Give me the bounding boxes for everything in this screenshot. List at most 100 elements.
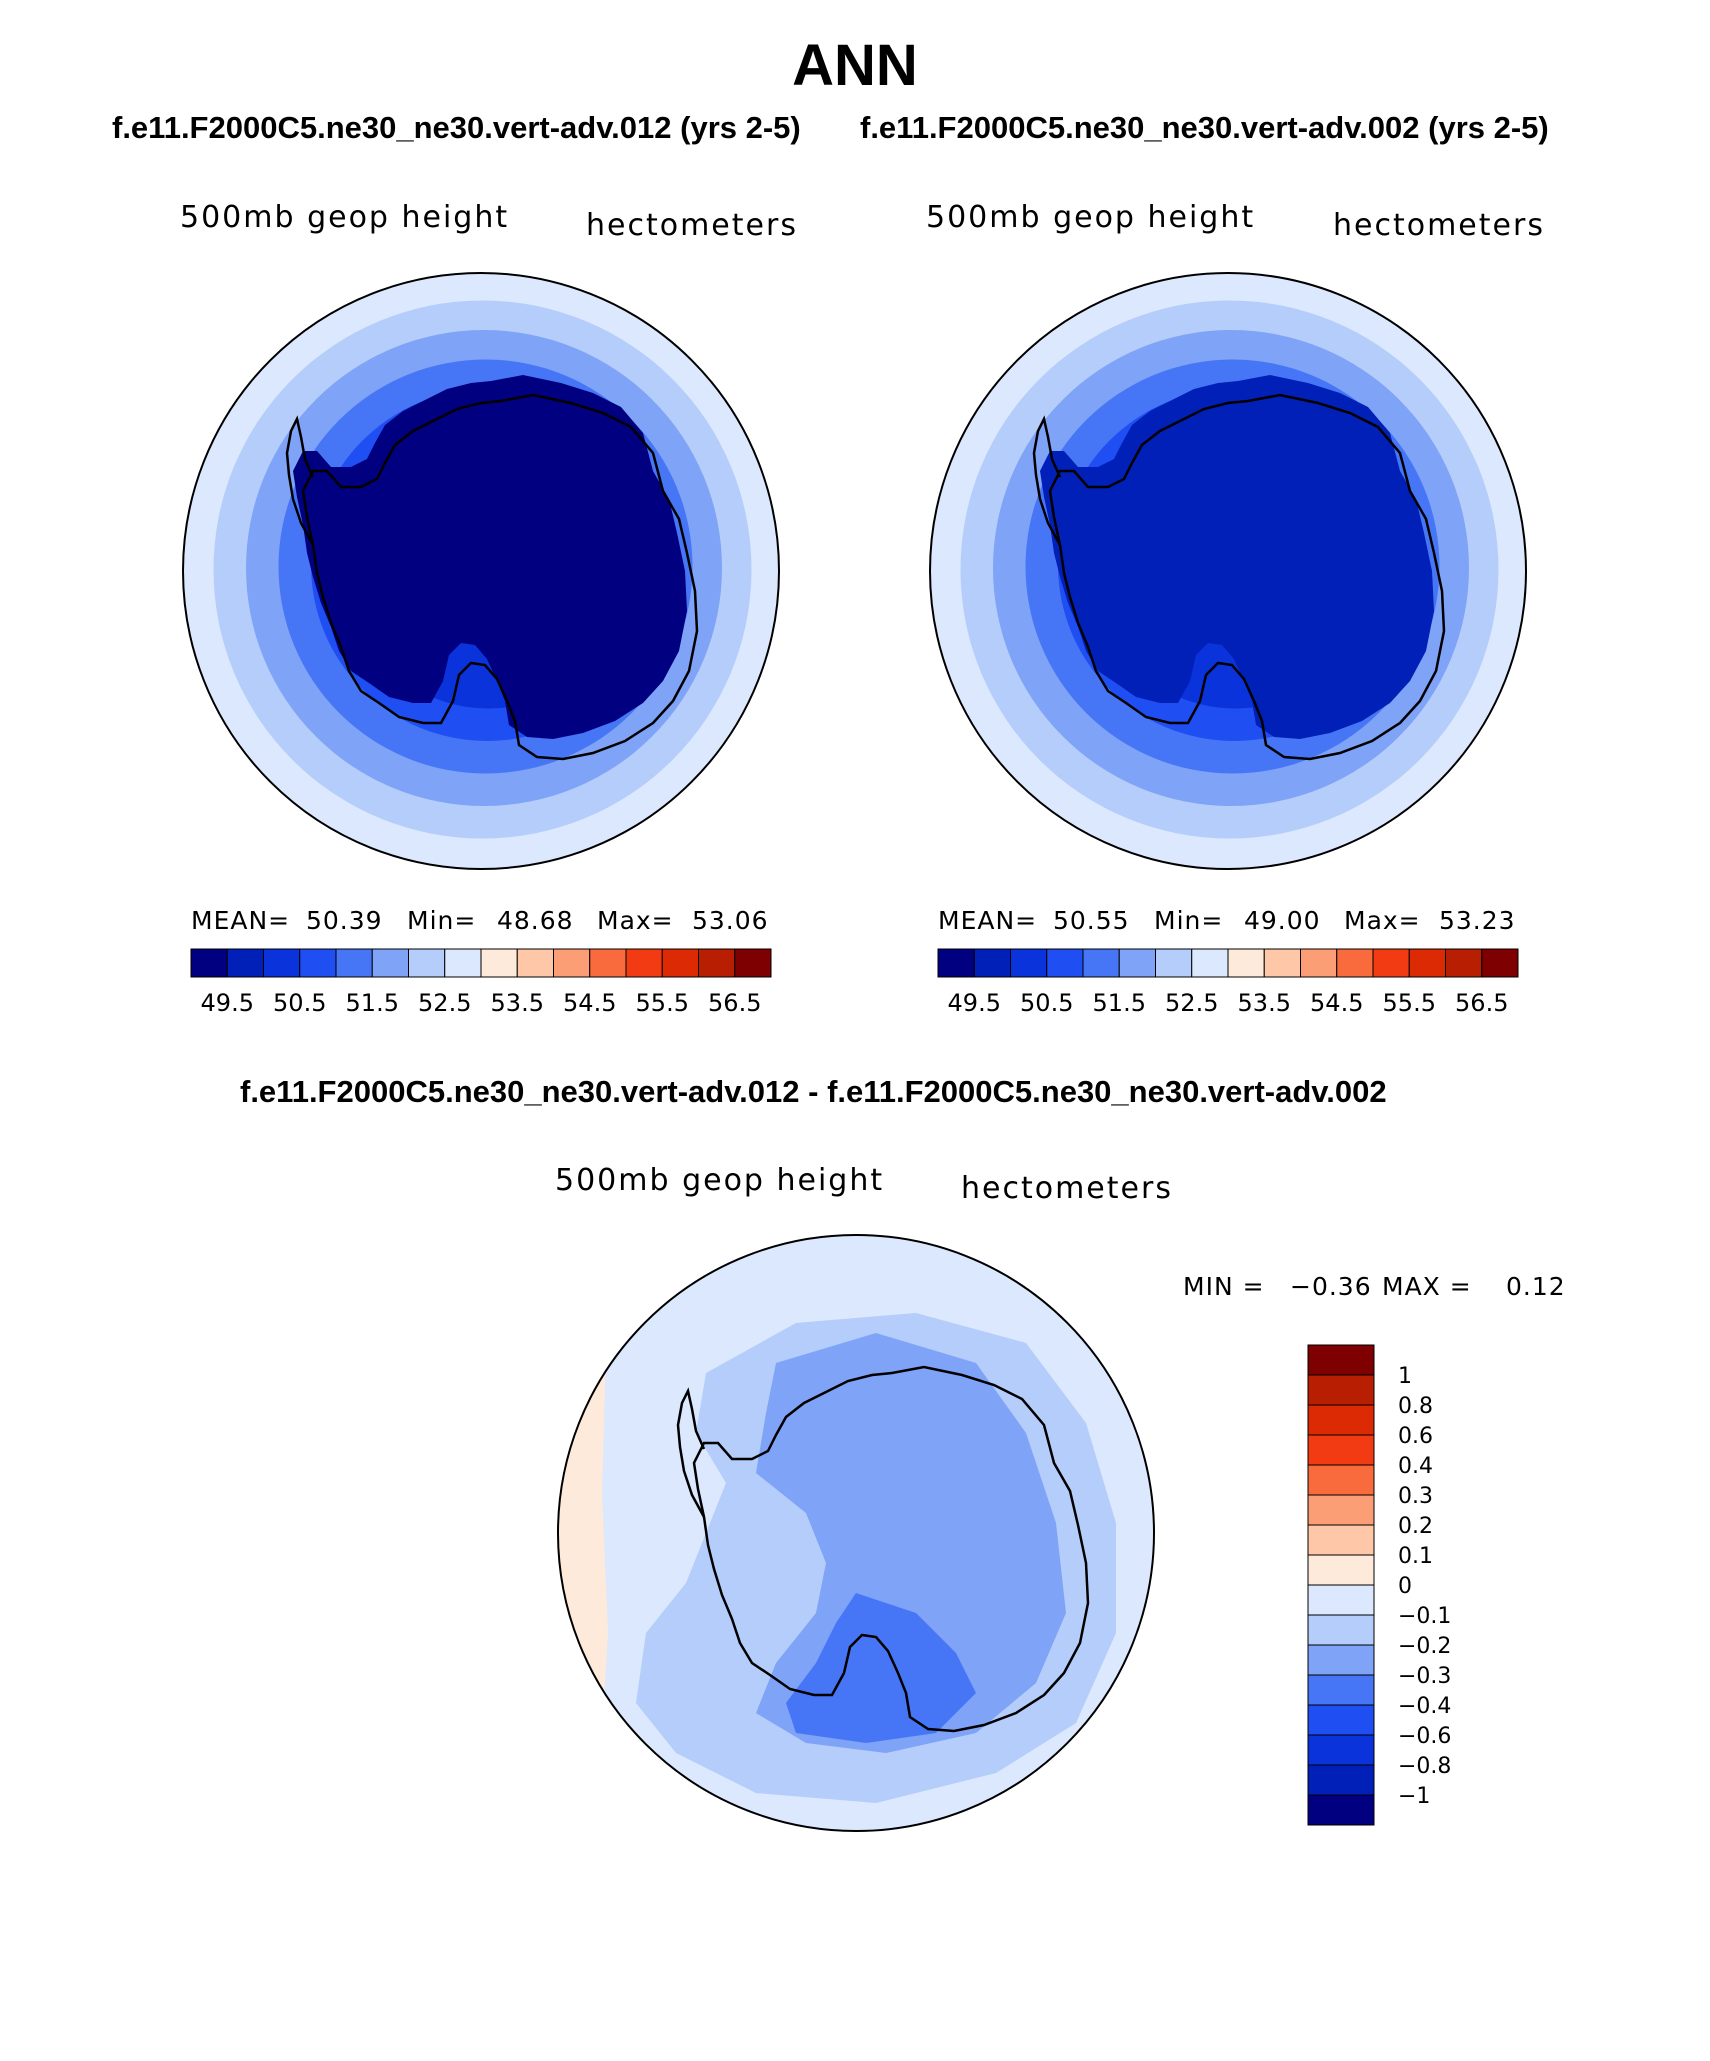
colorbar-swatch — [734, 948, 772, 978]
diff-min-label: MIN = — [1183, 1272, 1265, 1301]
colorbar-swatch — [1191, 948, 1229, 978]
panel1-max-label: Max= — [597, 906, 674, 935]
diff-colorbar-swatch — [1307, 1584, 1375, 1616]
colorbar-tick-label: 56.5 — [708, 989, 761, 1017]
colorbar-swatch — [1336, 948, 1374, 978]
map-fill-group — [183, 273, 779, 869]
diff-colorbar-swatch — [1307, 1434, 1375, 1466]
diff-colorbar-tick-label: −0.1 — [1398, 1604, 1451, 1629]
interior-low-region — [293, 375, 687, 739]
colorbar-swatch — [1263, 948, 1301, 978]
colorbar-swatch — [226, 948, 264, 978]
colorbar-swatch — [589, 948, 627, 978]
colorbar-swatch — [299, 948, 337, 978]
colorbar-tick-label: 53.5 — [491, 989, 544, 1017]
diff-colorbar-swatch — [1307, 1674, 1375, 1706]
diff-colorbar-swatch — [1307, 1644, 1375, 1676]
panel1-colorbar: 49.5 50.5 51.5 52.5 53.5 54.5 55.5 56.5 — [190, 948, 772, 1017]
panel1-polar-map — [182, 272, 780, 870]
diff-colorbar-tick-label: 0.4 — [1398, 1454, 1433, 1479]
diff-colorbar-tick-label: −0.2 — [1398, 1634, 1451, 1659]
map-fill-group — [930, 273, 1526, 869]
colorbar-swatch — [698, 948, 736, 978]
diff-colorbar-swatch — [1307, 1734, 1375, 1766]
colorbar-tick-label: 53.5 — [1238, 989, 1291, 1017]
panel1-units-label: hectometers — [586, 208, 798, 243]
colorbar-tick-label: 50.5 — [273, 989, 326, 1017]
difference-title: f.e11.F2000C5.ne30_ne30.vert-adv.012 - f… — [240, 1074, 1387, 1109]
diff-colorbar-tick-label: −0.4 — [1398, 1694, 1451, 1719]
colorbar-swatch — [1445, 948, 1483, 978]
diff-antarctica-coastline — [692, 1365, 1090, 1733]
panel2-max-value: 53.23 — [1439, 906, 1516, 935]
diff-max-value: 0.12 — [1506, 1272, 1566, 1301]
case1-subtitle: f.e11.F2000C5.ne30_ne30.vert-adv.012 (yr… — [112, 110, 801, 145]
colorbar-swatch — [371, 948, 409, 978]
colorbar-swatch — [1155, 948, 1193, 978]
diff-colorbar-tick-label: 0.2 — [1398, 1514, 1433, 1539]
panel1-mean-value: 50.39 — [306, 906, 383, 935]
colorbar-swatch — [1372, 948, 1410, 978]
diff-colorbar-tick-label: 0.8 — [1398, 1394, 1433, 1419]
panel2-variable-label: 500mb geop height — [926, 200, 1256, 235]
diff-colorbar-swatch — [1307, 1554, 1375, 1586]
colorbar-tick-label: 50.5 — [1020, 989, 1073, 1017]
colorbar-tick-label: 51.5 — [346, 989, 399, 1017]
panel2-colorbar: 49.5 50.5 51.5 52.5 53.5 54.5 55.5 56.5 — [937, 948, 1519, 1017]
colorbar-swatch — [335, 948, 373, 978]
panel2-mean-label: MEAN= — [938, 906, 1038, 935]
diff-colorbar: 1 0.8 0.6 0.4 0.3 0.2 0.1 0 −0.1 −0.2 −0.3 −0.4 −0.6… — [1307, 1344, 1451, 1826]
panel1-mean-label: MEAN= — [191, 906, 291, 935]
panel1-min-value: 48.68 — [497, 906, 574, 935]
diff-colorbar-tick-label: −1 — [1398, 1784, 1430, 1809]
diff-colorbar-swatch — [1307, 1704, 1375, 1736]
diff-colorbar-swatch — [1307, 1794, 1375, 1826]
colorbar-swatch — [1082, 948, 1120, 978]
panel2-max-label: Max= — [1344, 906, 1421, 935]
colorbar-tick-label: 52.5 — [418, 989, 471, 1017]
diff-units-label: hectometers — [961, 1171, 1173, 1206]
diff-colorbar-tick-label: 0.3 — [1398, 1484, 1433, 1509]
diff-colorbar-tick-label: 0.1 — [1398, 1544, 1433, 1569]
colorbar-swatch — [1046, 948, 1084, 978]
diff-colorbar-swatch — [1307, 1344, 1375, 1376]
diff-colorbar-swatch — [1307, 1464, 1375, 1496]
panel2-min-value: 49.00 — [1244, 906, 1321, 935]
colorbar-swatch — [516, 948, 554, 978]
colorbar-swatch — [1481, 948, 1519, 978]
diff-variable-label: 500mb geop height — [555, 1163, 885, 1198]
diff-colorbar-tick-label: −0.3 — [1398, 1664, 1451, 1689]
diff-max-label: MAX = — [1382, 1272, 1472, 1301]
antarctica-coastline — [1048, 393, 1446, 761]
diff-colorbar-swatch — [1307, 1614, 1375, 1646]
panel1-max-value: 53.06 — [692, 906, 769, 935]
panel2-mean-value: 50.55 — [1053, 906, 1130, 935]
colorbar-swatch — [1118, 948, 1156, 978]
panel2-polar-map — [929, 272, 1527, 870]
colorbar-tick-label: 51.5 — [1093, 989, 1146, 1017]
diff-colorbar-tick-label: 0 — [1398, 1574, 1412, 1599]
antarctic-peninsula-outline — [285, 415, 315, 546]
panel2-min-label: Min= — [1154, 906, 1224, 935]
colorbar-tick-label: 54.5 — [1310, 989, 1363, 1017]
panel1-variable-label: 500mb geop height — [180, 200, 510, 235]
colorbar-swatch — [263, 948, 301, 978]
colorbar-tick-label: 49.5 — [201, 989, 254, 1017]
colorbar-tick-label: 56.5 — [1455, 989, 1508, 1017]
colorbar-tick-label: 55.5 — [636, 989, 689, 1017]
antarctica-coastline — [301, 393, 699, 761]
diff-colorbar-swatch — [1307, 1494, 1375, 1526]
colorbar-tick-label: 55.5 — [1383, 989, 1436, 1017]
colorbar-swatch — [973, 948, 1011, 978]
diff-antarctic-peninsula-outline — [676, 1387, 706, 1518]
diff-min-value: −0.36 — [1290, 1272, 1372, 1301]
diff-colorbar-tick-label: 0.6 — [1398, 1424, 1433, 1449]
diff-colorbar-swatch — [1307, 1524, 1375, 1556]
diff-band-minus-0p3 — [786, 1593, 976, 1743]
diff-colorbar-tick-label: −0.6 — [1398, 1724, 1451, 1749]
map-boundary-circle — [182, 272, 780, 870]
case2-subtitle: f.e11.F2000C5.ne30_ne30.vert-adv.002 (yr… — [860, 110, 1549, 145]
panel1-min-label: Min= — [407, 906, 477, 935]
colorbar-swatch — [190, 948, 228, 978]
colorbar-tick-label: 52.5 — [1165, 989, 1218, 1017]
